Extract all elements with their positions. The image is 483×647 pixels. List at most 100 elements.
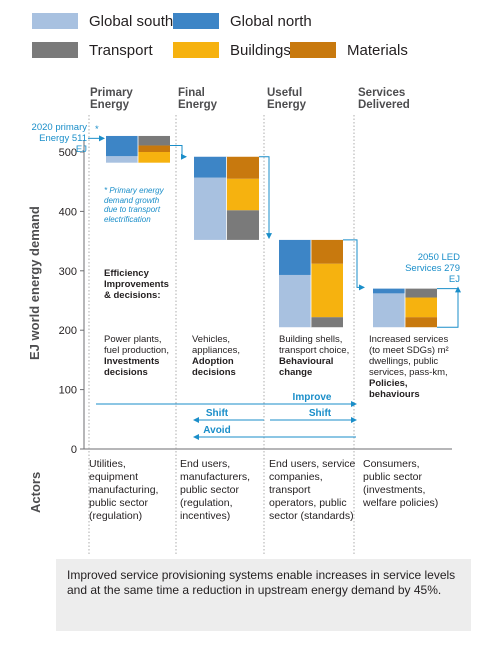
bar-3-region-global-north	[373, 288, 405, 294]
legend-label-transport: Transport	[89, 41, 153, 59]
column-heading-primary: Primary Energy	[90, 87, 133, 111]
decision-useful-line1: Building shells,	[279, 334, 343, 345]
y-tick-label-100: 100	[59, 385, 77, 397]
actor-useful-line4: operators, public	[269, 497, 347, 509]
caption-text: Improved service provisioning systems en…	[67, 568, 456, 597]
chart-connectors	[88, 135, 461, 328]
actor-primary-line5: (regulation)	[89, 510, 143, 522]
legend-item-global-south: Global south	[32, 12, 173, 30]
improve-label: Improve	[293, 392, 332, 403]
bar-3-sector-materials	[405, 317, 437, 328]
decision-useful: Building shells, transport choice, Behav…	[279, 334, 349, 378]
star-marker: *	[95, 124, 99, 135]
legend-swatch-materials	[290, 42, 336, 58]
efficiency-heading: Efficiency Improvements & decisions:	[104, 268, 169, 301]
y-tick-label-200: 200	[59, 325, 77, 337]
bar-1-region-global-north	[194, 156, 227, 178]
decision-final-line2: appliances,	[192, 345, 241, 356]
bar-0-region-global-north	[106, 135, 138, 157]
actor-final-line4: (regulation,	[180, 497, 233, 509]
star-note-line4: electrification	[104, 214, 151, 224]
y-tick-label-300: 300	[59, 266, 77, 278]
actor-useful-line5: sector (standards)	[269, 510, 354, 522]
caption-box	[56, 559, 471, 631]
chart-canvas: Improve Shift Shift Avoid 0 100 200 300 400 500	[59, 115, 461, 555]
primary-2020-note-line2: Energy 511 EJ	[39, 133, 87, 155]
chart-ticks: 0 100 200 300 400 500	[59, 147, 84, 456]
bar-0-sector-materials	[138, 145, 170, 152]
connector-primary-to-final	[170, 144, 187, 160]
column-heading-useful-line1: Useful	[267, 87, 303, 99]
legend-label-global-north: Global north	[230, 12, 312, 30]
decision-primary: Power plants, fuel production, Investmen…	[104, 334, 169, 378]
column-heading-primary-line1: Primary	[90, 87, 133, 99]
decision-useful-line2: transport choice,	[279, 345, 350, 356]
actor-final: End users, manufacturers, public sector …	[180, 458, 250, 523]
decision-primary-line2: fuel production,	[104, 345, 169, 356]
legend-swatch-global-north	[173, 13, 219, 29]
legend-swatch-buildings	[173, 42, 219, 58]
led-2050-note-line2: Services 279 EJ	[405, 263, 460, 285]
bar-2-region-global-north	[279, 239, 311, 275]
bar-3-region-global-south	[373, 293, 405, 328]
actor-services: Consumers, public sector (investments, w…	[363, 458, 438, 510]
actor-useful-line3: transport	[269, 484, 311, 496]
bar-0-sector-transport	[138, 135, 170, 146]
bar-2-sector-transport	[311, 317, 343, 328]
efficiency-heading-line1: Efficiency	[104, 268, 149, 279]
legend-item-materials: Materials	[290, 41, 408, 59]
connector-final-to-useful	[259, 156, 272, 240]
actor-primary: Utilities, equipment manufacturing, publ…	[89, 458, 158, 523]
actor-final-line5: incentives)	[180, 510, 231, 522]
bar-0-sector-buildings	[138, 152, 170, 163]
legend-label-buildings: Buildings	[230, 41, 291, 59]
bar-2-sector-materials	[311, 239, 343, 264]
led-2050-note: 2050 LED Services 279 EJ	[398, 252, 460, 285]
decision-primary-bold2: decisions	[104, 367, 148, 378]
legend-label-materials: Materials	[347, 41, 408, 59]
legend-swatch-global-south	[32, 13, 78, 29]
actor-useful-line2: companies,	[269, 471, 323, 483]
actor-final-line2: manufacturers,	[180, 471, 251, 483]
legend-swatch-transport	[32, 42, 78, 58]
column-heading-primary-line2: Energy	[90, 99, 129, 111]
column-heading-useful-line2: Energy	[267, 99, 306, 111]
bar-3-sector-transport	[405, 288, 437, 298]
star-note-line2: demand growth	[104, 195, 160, 205]
decision-services-bold2: behaviours	[369, 389, 420, 400]
decision-final-bold1: Adoption	[192, 356, 234, 367]
chart-bars	[106, 135, 437, 328]
star-note: * Primary energy demand growth due to tr…	[104, 186, 164, 224]
actors-label: Actors	[28, 471, 43, 513]
bar-1-sector-buildings	[226, 178, 259, 211]
efficiency-heading-line3: & decisions:	[104, 290, 161, 301]
column-heading-final: Final Energy	[178, 87, 217, 111]
bar-1-sector-transport	[226, 210, 259, 240]
decision-services-bold1: Policies,	[369, 378, 408, 389]
led-2050-note-line1: 2050 LED	[417, 252, 460, 263]
decision-useful-bold1: Behavioural	[279, 356, 334, 367]
chart-structure	[83, 115, 452, 555]
column-heading-useful: Useful Energy	[267, 87, 306, 111]
column-heading-services-line2: Delivered	[358, 99, 410, 111]
actor-primary-line3: manufacturing,	[89, 484, 159, 496]
decision-primary-line1: Power plants,	[104, 334, 162, 345]
primary-2020-note: 2020 primary Energy 511 EJ	[26, 122, 87, 155]
legend-item-buildings: Buildings	[173, 41, 291, 59]
column-heading-services: Services Delivered	[358, 87, 410, 111]
actor-final-line3: public sector	[180, 484, 239, 496]
bar-1-region-global-south	[194, 177, 227, 240]
y-tick-label-0: 0	[71, 444, 77, 456]
decision-services: Increased services (to meet SDGs) m² dwe…	[369, 334, 449, 400]
actor-useful-line1: End users, service	[269, 458, 356, 470]
efficiency-heading-line2: Improvements	[104, 279, 169, 290]
column-heading-final-line2: Energy	[178, 99, 217, 111]
actor-primary-line1: Utilities,	[89, 458, 126, 470]
y-axis-label: EJ world energy demand	[27, 206, 42, 360]
chart-arrows: Improve Shift Shift Avoid	[96, 392, 357, 440]
shift-right-label: Shift	[309, 408, 332, 419]
decision-useful-bold2: change	[279, 367, 313, 378]
actor-final-line1: End users,	[180, 458, 231, 470]
decision-final-line1: Vehicles,	[192, 334, 231, 345]
connector-useful-to-services	[343, 239, 365, 291]
